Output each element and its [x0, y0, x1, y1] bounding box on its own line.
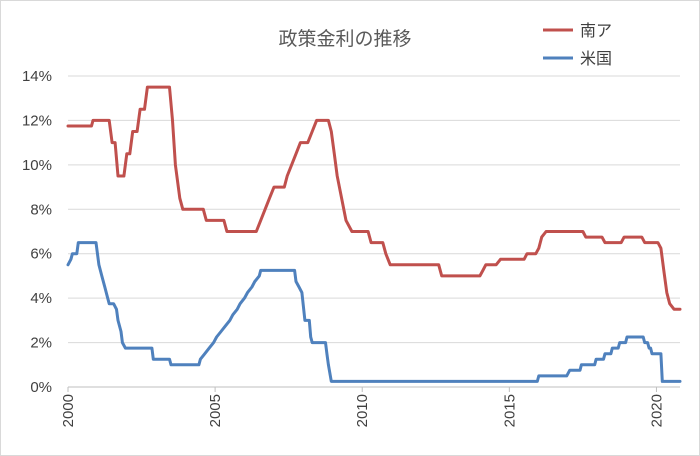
y-axis-ticks: 0% 2% 4% 6% 8% 10% 12% 14%	[22, 68, 52, 396]
y-tick-label: 14%	[22, 68, 52, 85]
series-line-1	[66, 241, 682, 383]
y-tick-label: 2%	[30, 335, 52, 352]
chart-title: 政策金利の推移	[278, 28, 411, 50]
y-tick-label: 10%	[22, 157, 52, 174]
y-tick-label: 4%	[30, 290, 52, 307]
legend-label-us: 米国	[580, 49, 612, 68]
x-tick-label: 2020	[648, 394, 665, 427]
y-tick-label: 8%	[30, 201, 52, 218]
x-axis-ticks: 2000 2005 2010 2015 2020	[60, 387, 665, 427]
y-tick-label: 0%	[30, 379, 52, 396]
legend-label-sa: 南ア	[580, 21, 612, 40]
series-lines	[66, 85, 682, 383]
grid-lines	[68, 75, 680, 344]
x-tick-label: 2005	[207, 394, 224, 427]
y-tick-label: 6%	[30, 246, 52, 263]
y-tick-label: 12%	[22, 112, 52, 129]
series-line-0	[66, 85, 682, 311]
x-tick-label: 2010	[354, 394, 371, 427]
x-tick-label: 2015	[501, 394, 518, 427]
legend: 南ア 米国	[543, 21, 612, 68]
x-tick-label: 2000	[60, 394, 77, 427]
